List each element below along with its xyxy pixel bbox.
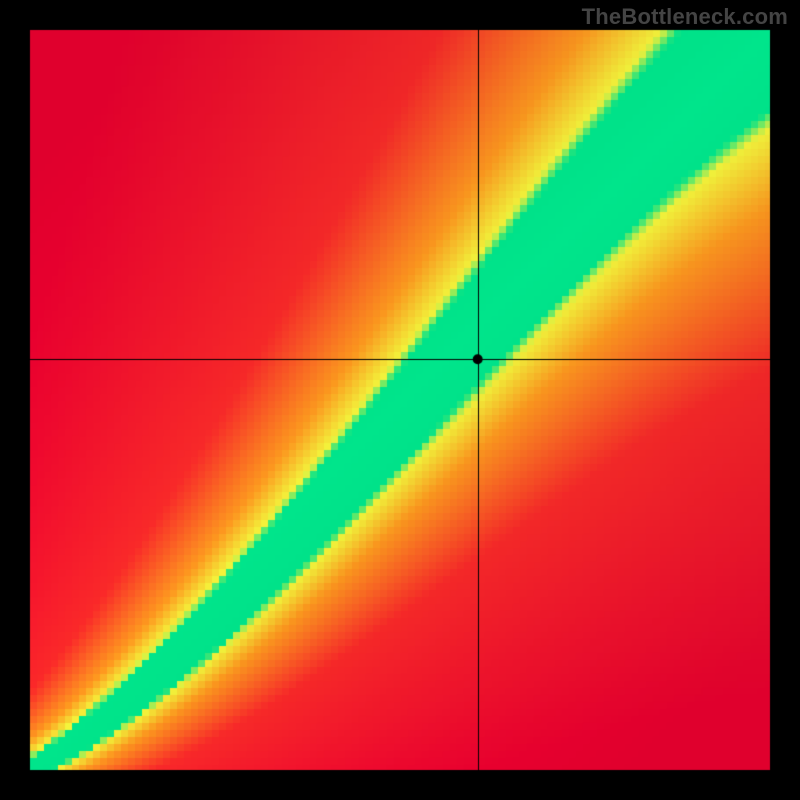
watermark-text: TheBottleneck.com [582, 4, 788, 30]
heatmap-canvas [0, 0, 800, 800]
chart-container: TheBottleneck.com [0, 0, 800, 800]
